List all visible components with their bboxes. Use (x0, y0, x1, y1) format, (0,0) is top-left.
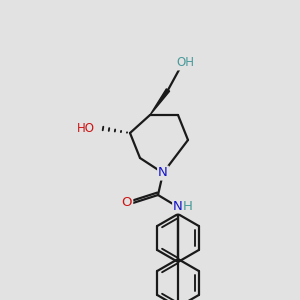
Polygon shape (150, 89, 170, 115)
Text: N: N (173, 200, 183, 212)
Text: H: H (183, 200, 193, 212)
Text: HO: HO (77, 122, 95, 134)
Text: N: N (158, 167, 168, 179)
Text: OH: OH (176, 56, 194, 70)
Text: O: O (122, 196, 132, 209)
